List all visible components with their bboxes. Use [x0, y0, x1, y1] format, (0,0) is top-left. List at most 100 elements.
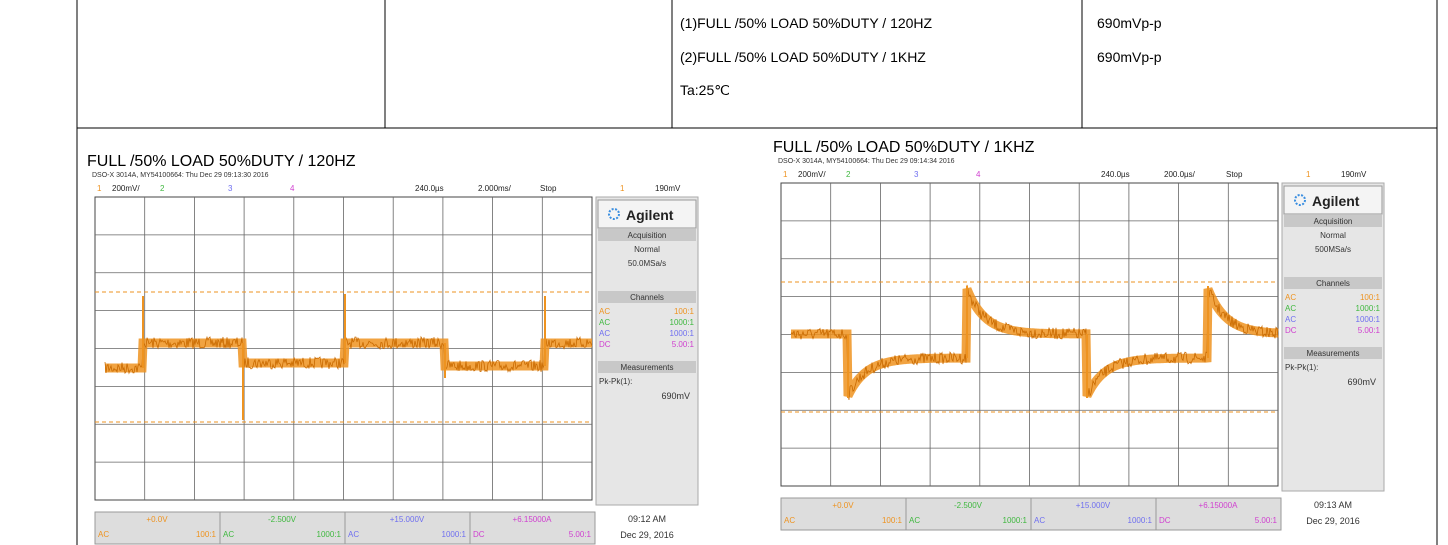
ratio: 1000:1	[1003, 516, 1028, 525]
brand-logo	[1294, 194, 1306, 206]
clock-time: 09:13 AM	[1314, 500, 1352, 510]
waveform-noise	[104, 335, 593, 375]
clock-date: Dec 29, 2016	[1306, 516, 1360, 526]
clock-time: 09:12 AM	[628, 514, 666, 524]
section-header	[1284, 277, 1382, 289]
section-title: Measurements	[1307, 349, 1360, 358]
offset: -2.500V	[268, 515, 297, 524]
channel-coupling: DC	[599, 340, 611, 349]
scope-info: DSO-X 3014A, MY54100664: Thu Dec 29 09:1…	[92, 172, 269, 179]
ratio: 1000:1	[317, 530, 342, 539]
channel-ratio: 5.00:1	[672, 340, 695, 349]
topbar-text: Stop	[540, 184, 557, 193]
measure-value: 690mV	[661, 391, 690, 401]
offset: +0.0V	[146, 515, 168, 524]
topbar-text: Stop	[1226, 170, 1243, 179]
brand: Agilent	[1312, 193, 1360, 209]
offset: +0.0V	[832, 501, 854, 510]
brand-box	[1283, 185, 1383, 215]
topbar-text: 2	[846, 170, 851, 179]
sidebar	[1281, 182, 1385, 492]
brand-box	[597, 199, 697, 229]
measure-label: Pk-Pk(1):	[1285, 363, 1318, 372]
coupling: AC	[223, 530, 234, 539]
table-borders	[76, 0, 1438, 545]
ratio: 100:1	[196, 530, 217, 539]
scope-panel: FULL /50% LOAD 50%DUTY / 120HZ DSO-X 3014…	[87, 153, 699, 545]
channel-ratio: 5.00:1	[1358, 326, 1381, 335]
channel-ratio: 1000:1	[670, 329, 695, 338]
coupling: AC	[909, 516, 920, 525]
scope-info: DSO-X 3014A, MY54100664: Thu Dec 29 09:1…	[778, 158, 955, 165]
topbar-text: 190mV	[655, 184, 681, 193]
section-title: Acquisition	[628, 231, 667, 240]
section-title: Measurements	[621, 363, 674, 372]
channel-coupling: AC	[1285, 293, 1296, 302]
coupling: AC	[784, 516, 795, 525]
section-title: Channels	[1316, 279, 1350, 288]
channel-ratio: 100:1	[674, 307, 695, 316]
topbar-text: 1	[1306, 170, 1311, 179]
channel-coupling: AC	[599, 329, 610, 338]
condition: (2)FULL /50% LOAD 50%DUTY / 1KHZ	[680, 49, 926, 65]
clock-date: Dec 29, 2016	[620, 530, 674, 540]
condition: Ta:25℃	[680, 82, 730, 98]
coupling: DC	[1159, 516, 1171, 525]
channel-coupling: AC	[599, 307, 610, 316]
waveform-noise	[790, 284, 1279, 400]
measure-label: Pk-Pk(1):	[599, 377, 632, 386]
section-header	[1284, 215, 1382, 227]
channel-coupling: AC	[1285, 304, 1296, 313]
channel-ratio: 1000:1	[1356, 315, 1381, 324]
section-header	[1284, 347, 1382, 359]
offset: +15.000V	[390, 515, 425, 524]
ratio: 1000:1	[442, 530, 467, 539]
topbar-text: 190mV	[1341, 170, 1367, 179]
topbar-text: 200mV/	[798, 170, 826, 179]
topbar-text: 4	[976, 170, 981, 179]
result: 690mVp-p	[1097, 49, 1162, 65]
channel-coupling: AC	[1285, 315, 1296, 324]
section-header	[598, 229, 696, 241]
ratio: 5.00:1	[569, 530, 592, 539]
scope-panel: FULL /50% LOAD 50%DUTY / 1KHZ DSO-X 3014A…	[773, 139, 1385, 531]
acq-mode: Normal	[1320, 231, 1346, 240]
section-title: Channels	[630, 293, 664, 302]
ratio: 1000:1	[1128, 516, 1153, 525]
ratio: 100:1	[882, 516, 903, 525]
offset: +6.15000A	[1199, 501, 1239, 510]
channel-coupling: DC	[1285, 326, 1297, 335]
topbar-text: 1	[97, 184, 102, 193]
brand-logo	[608, 208, 620, 220]
section-header	[598, 291, 696, 303]
acq-rate: 500MSa/s	[1315, 245, 1351, 254]
acq-mode: Normal	[634, 245, 660, 254]
coupling: AC	[1034, 516, 1045, 525]
topbar-text: 1	[620, 184, 625, 193]
topbar-text: 240.0µs	[1101, 170, 1130, 179]
section-title: Acquisition	[1314, 217, 1353, 226]
topbar-text: 4	[290, 184, 295, 193]
channel-coupling: AC	[599, 318, 610, 327]
result: 690mVp-p	[1097, 15, 1162, 31]
coupling: DC	[473, 530, 485, 539]
measure-value: 690mV	[1347, 377, 1376, 387]
panel-title: FULL /50% LOAD 50%DUTY / 120HZ	[87, 153, 356, 170]
offset: -2.500V	[954, 501, 983, 510]
channel-ratio: 1000:1	[1356, 304, 1381, 313]
ratio: 5.00:1	[1255, 516, 1278, 525]
coupling: AC	[348, 530, 359, 539]
sidebar	[595, 196, 699, 506]
offset: +15.000V	[1076, 501, 1111, 510]
topbar-text: 1	[783, 170, 788, 179]
condition: (1)FULL /50% LOAD 50%DUTY / 120HZ	[680, 15, 933, 31]
topbar-text: 240.0µs	[415, 184, 444, 193]
channel-ratio: 100:1	[1360, 293, 1381, 302]
panel-title: FULL /50% LOAD 50%DUTY / 1KHZ	[773, 139, 1035, 156]
topbar-text: 2	[160, 184, 165, 193]
acq-rate: 50.0MSa/s	[628, 259, 666, 268]
topbar-text: 200mV/	[112, 184, 140, 193]
coupling: AC	[98, 530, 109, 539]
topbar-text: 2.000ms/	[478, 184, 512, 193]
